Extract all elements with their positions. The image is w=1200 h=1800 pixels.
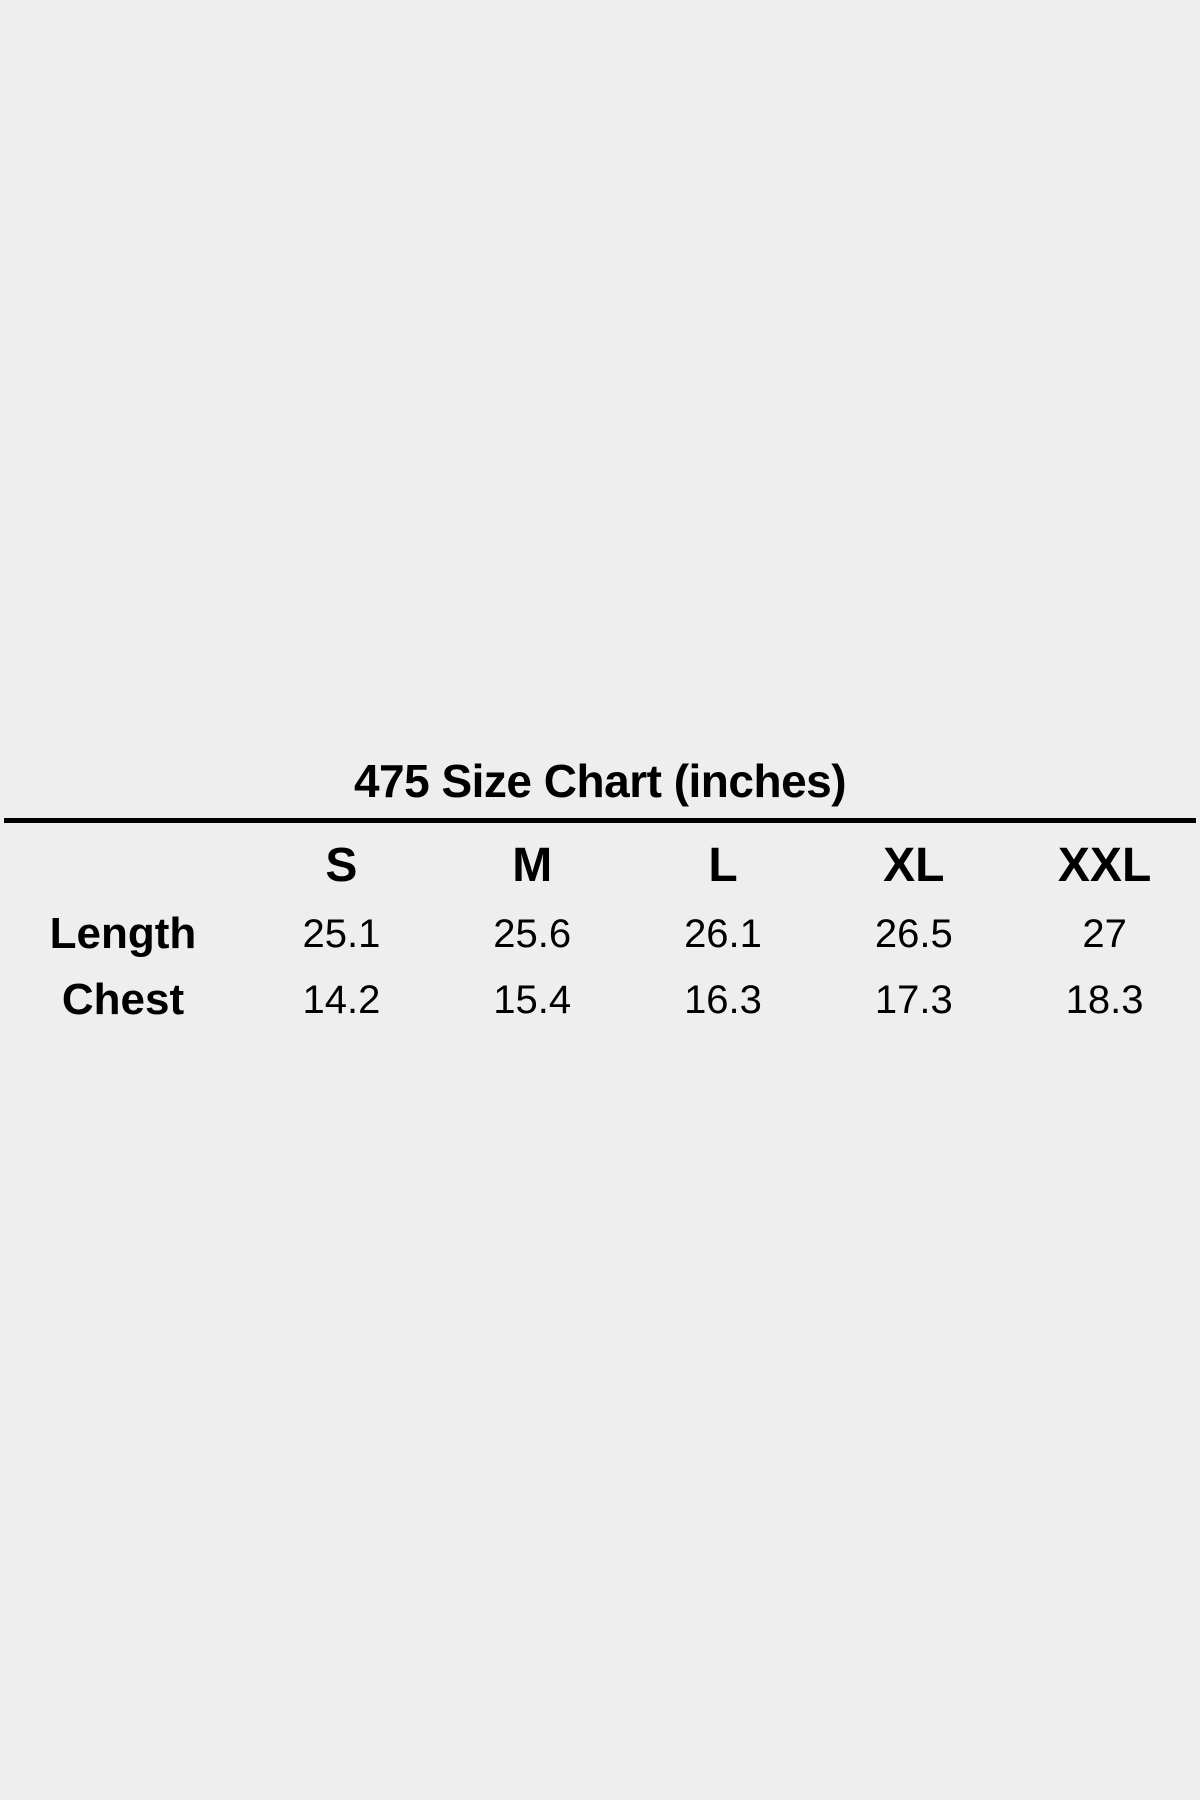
chest-value-xl: 17.3	[874, 978, 953, 1022]
row-label-length: Length	[49, 909, 197, 958]
corner-cell	[0, 823, 246, 901]
size-table: S M L XL XXL Length 25.1 25.6 26.1 26.5 …	[0, 823, 1200, 1033]
length-value-m: 25.6	[493, 912, 572, 956]
length-value-xxl: 27	[1082, 912, 1127, 956]
table-row-chest: Chest 14.2 15.4 16.3 17.3 18.3	[0, 967, 1200, 1033]
size-chart: 475 Size Chart (inches) S M L XL XXL	[0, 750, 1200, 1033]
col-header-m: M	[512, 839, 553, 892]
length-value-s: 25.1	[302, 912, 381, 956]
length-value-xl: 26.5	[874, 912, 953, 956]
row-label-chest: Chest	[61, 975, 185, 1024]
length-value-l: 26.1	[684, 912, 762, 956]
chest-value-l: 16.3	[684, 978, 762, 1022]
col-header-s: S	[325, 839, 358, 892]
size-chart-title: 475 Size Chart (inches)	[353, 755, 847, 807]
chest-value-xxl: 18.3	[1065, 978, 1144, 1022]
col-header-xl: XL	[883, 839, 945, 892]
chest-value-m: 15.4	[493, 978, 572, 1022]
table-row-length: Length 25.1 25.6 26.1 26.5 27	[0, 901, 1200, 967]
chest-value-s: 14.2	[302, 978, 381, 1022]
size-table-header-row: S M L XL XXL	[0, 823, 1200, 901]
col-header-l: L	[708, 839, 738, 892]
title-rule	[4, 818, 1196, 823]
col-header-xxl: XXL	[1057, 839, 1152, 892]
